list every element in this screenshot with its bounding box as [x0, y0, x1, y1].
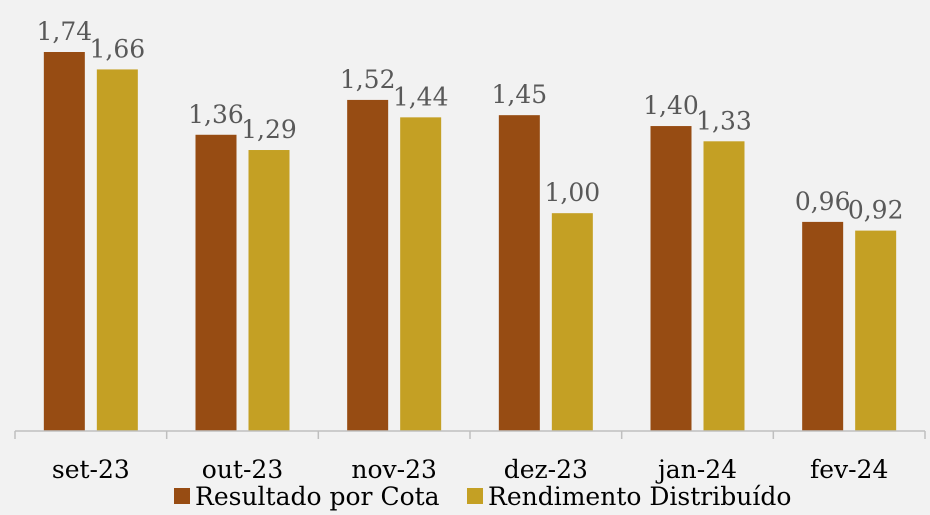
bar-rendimento-distribuido-dez-23	[551, 213, 593, 431]
bar-resultado-por-cota-jan-24	[650, 126, 692, 432]
bars-layer	[43, 52, 897, 432]
x-tick-label-nov-23: nov-23	[351, 455, 437, 484]
bar-rendimento-distribuido-set-23	[96, 69, 138, 431]
legend-label-resultado-por-cota: Resultado por Cota	[195, 482, 440, 511]
data-label-rendimento-distribuido-jan-24: 1,33	[696, 106, 752, 135]
x-tick-label-dez-23: dez-23	[504, 455, 588, 484]
x-tick-label-out-23: out-23	[202, 455, 283, 484]
bar-resultado-por-cota-nov-23	[347, 99, 389, 431]
legend-label-rendimento-distribuido: Rendimento Distribuído	[488, 482, 791, 511]
data-label-rendimento-distribuido-set-23: 1,66	[89, 34, 145, 63]
data-label-resultado-por-cota-set-23: 1,74	[36, 17, 92, 46]
bar-resultado-por-cota-dez-23	[498, 115, 540, 432]
x-tick-label-fev-24: fev-24	[810, 455, 888, 484]
data-label-resultado-por-cota-out-23: 1,36	[188, 100, 244, 129]
bar-rendimento-distribuido-out-23	[248, 150, 290, 431]
x-tick-label-set-23: set-23	[52, 455, 130, 484]
data-label-rendimento-distribuido-fev-24: 0,92	[848, 196, 904, 225]
data-label-resultado-por-cota-fev-24: 0,96	[795, 187, 851, 216]
legend-swatch-rendimento-distribuido	[467, 488, 483, 504]
value-labels-layer: 1,741,66 1,361,29 1,521,44 1,45 1,00 1,401,33…	[36, 17, 903, 225]
bar-rendimento-distribuido-nov-23	[400, 117, 442, 432]
data-label-resultado-por-cota-jan-24: 1,40	[643, 91, 699, 120]
data-label-rendimento-distribuido-dez-23: 1,00	[544, 178, 600, 207]
data-label-resultado-por-cota-dez-23: 1,45	[491, 80, 547, 109]
bar-rendimento-distribuido-fev-24	[855, 230, 897, 431]
x-tick-label-jan-24: jan-24	[655, 455, 737, 484]
bar-resultado-por-cota-set-23	[43, 52, 85, 431]
legend: Resultado por Cota Rendimento Distribuíd…	[174, 482, 791, 511]
data-label-resultado-por-cota-nov-23: 1,52	[340, 65, 396, 94]
x-axis-ticks	[14, 431, 926, 439]
x-axis-tick-labels: set-23 out-23 nov-23 dez-23 jan-24 fev-24	[52, 455, 889, 484]
bar-resultado-por-cota-out-23	[195, 134, 237, 431]
bar-rendimento-distribuido-jan-24	[703, 141, 745, 431]
data-label-rendimento-distribuido-nov-23: 1,44	[393, 82, 449, 111]
legend-swatch-resultado-por-cota	[174, 488, 190, 504]
bar-resultado-por-cota-fev-24	[802, 221, 844, 431]
data-label-rendimento-distribuido-out-23: 1,29	[241, 115, 297, 144]
